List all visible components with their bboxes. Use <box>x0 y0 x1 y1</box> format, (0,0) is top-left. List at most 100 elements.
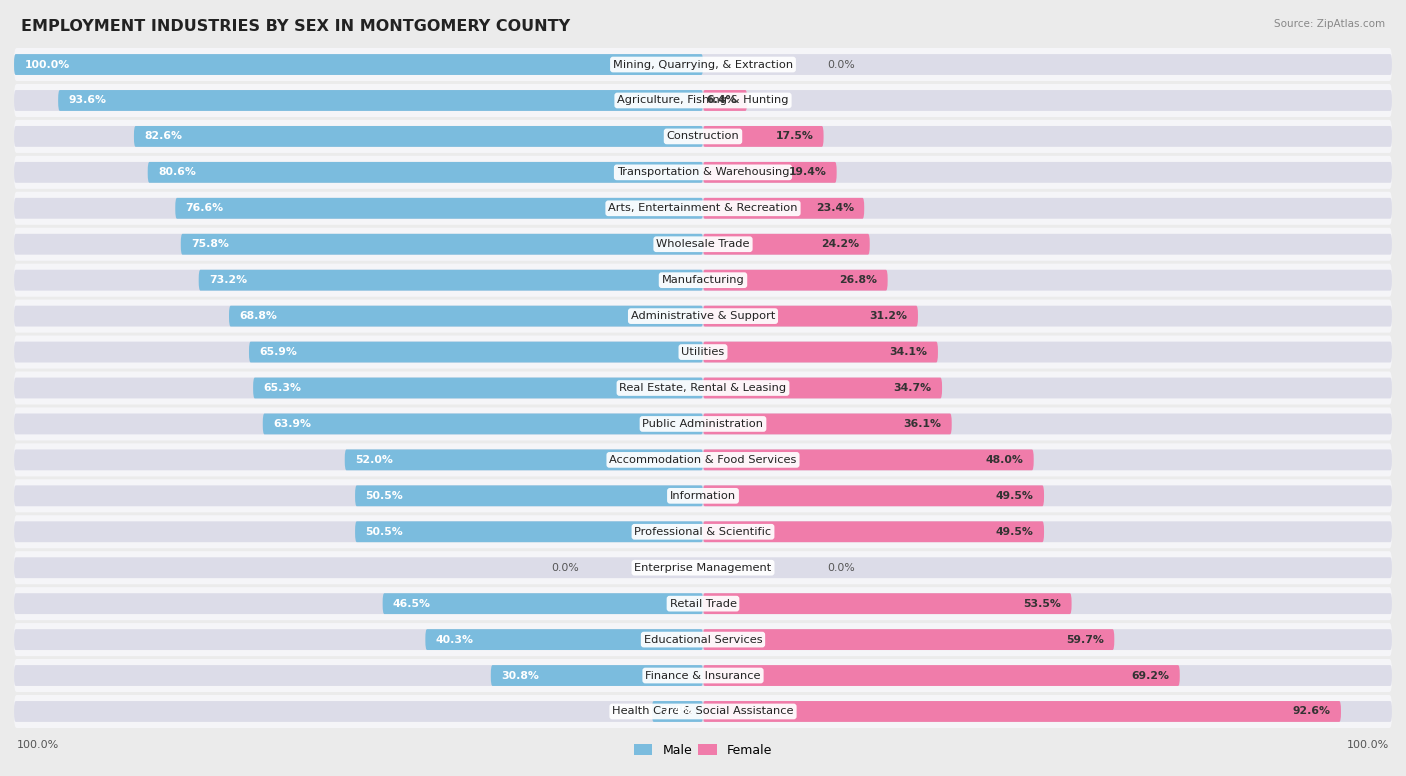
FancyBboxPatch shape <box>356 486 703 506</box>
Text: Enterprise Management: Enterprise Management <box>634 563 772 573</box>
Text: 31.2%: 31.2% <box>870 311 908 321</box>
FancyBboxPatch shape <box>14 623 1392 656</box>
FancyBboxPatch shape <box>382 593 703 614</box>
Text: Information: Information <box>669 491 737 501</box>
Text: 24.2%: 24.2% <box>821 239 859 249</box>
Text: Source: ZipAtlas.com: Source: ZipAtlas.com <box>1274 19 1385 29</box>
FancyBboxPatch shape <box>14 192 1392 225</box>
FancyBboxPatch shape <box>14 378 1392 398</box>
Text: 46.5%: 46.5% <box>392 598 432 608</box>
FancyBboxPatch shape <box>14 443 1392 476</box>
Text: Administrative & Support: Administrative & Support <box>631 311 775 321</box>
FancyBboxPatch shape <box>229 306 703 327</box>
Text: Real Estate, Rental & Leasing: Real Estate, Rental & Leasing <box>620 383 786 393</box>
Text: 19.4%: 19.4% <box>789 168 827 178</box>
Text: 53.5%: 53.5% <box>1024 598 1062 608</box>
FancyBboxPatch shape <box>14 54 1392 75</box>
Text: 92.6%: 92.6% <box>1292 706 1330 716</box>
FancyBboxPatch shape <box>14 515 1392 549</box>
FancyBboxPatch shape <box>703 126 824 147</box>
Text: 100.0%: 100.0% <box>24 60 70 70</box>
FancyBboxPatch shape <box>14 264 1392 296</box>
Text: 6.4%: 6.4% <box>706 95 737 106</box>
FancyBboxPatch shape <box>14 695 1392 728</box>
Text: 26.8%: 26.8% <box>839 275 877 285</box>
Text: Agriculture, Fishing & Hunting: Agriculture, Fishing & Hunting <box>617 95 789 106</box>
FancyBboxPatch shape <box>14 156 1392 189</box>
FancyBboxPatch shape <box>181 234 703 255</box>
Text: 50.5%: 50.5% <box>366 527 404 537</box>
Text: 68.8%: 68.8% <box>239 311 277 321</box>
Text: Retail Trade: Retail Trade <box>669 598 737 608</box>
FancyBboxPatch shape <box>14 270 1392 290</box>
FancyBboxPatch shape <box>14 300 1392 333</box>
FancyBboxPatch shape <box>14 234 1392 255</box>
Text: Mining, Quarrying, & Extraction: Mining, Quarrying, & Extraction <box>613 60 793 70</box>
FancyBboxPatch shape <box>14 701 1392 722</box>
FancyBboxPatch shape <box>652 701 703 722</box>
FancyBboxPatch shape <box>14 486 1392 506</box>
FancyBboxPatch shape <box>14 414 1392 435</box>
FancyBboxPatch shape <box>344 449 703 470</box>
Text: 23.4%: 23.4% <box>815 203 853 213</box>
Text: 17.5%: 17.5% <box>775 131 813 141</box>
Text: 49.5%: 49.5% <box>995 527 1033 537</box>
Text: 0.0%: 0.0% <box>551 563 579 573</box>
FancyBboxPatch shape <box>703 90 747 111</box>
FancyBboxPatch shape <box>14 665 1392 686</box>
Legend: Male, Female: Male, Female <box>628 739 778 762</box>
Text: 100.0%: 100.0% <box>1347 740 1389 750</box>
Text: 7.4%: 7.4% <box>662 706 693 716</box>
FancyBboxPatch shape <box>14 227 1392 261</box>
FancyBboxPatch shape <box>14 557 1392 578</box>
FancyBboxPatch shape <box>176 198 703 219</box>
Text: 82.6%: 82.6% <box>145 131 183 141</box>
FancyBboxPatch shape <box>703 486 1045 506</box>
FancyBboxPatch shape <box>703 378 942 398</box>
Text: EMPLOYMENT INDUSTRIES BY SEX IN MONTGOMERY COUNTY: EMPLOYMENT INDUSTRIES BY SEX IN MONTGOME… <box>21 19 571 34</box>
FancyBboxPatch shape <box>703 270 887 290</box>
FancyBboxPatch shape <box>14 84 1392 117</box>
FancyBboxPatch shape <box>703 593 1071 614</box>
FancyBboxPatch shape <box>14 198 1392 219</box>
FancyBboxPatch shape <box>58 90 703 111</box>
FancyBboxPatch shape <box>14 551 1392 584</box>
FancyBboxPatch shape <box>263 414 703 435</box>
Text: Public Administration: Public Administration <box>643 419 763 429</box>
Text: 0.0%: 0.0% <box>827 563 855 573</box>
FancyBboxPatch shape <box>703 449 1033 470</box>
Text: 40.3%: 40.3% <box>436 635 474 645</box>
Text: Professional & Scientific: Professional & Scientific <box>634 527 772 537</box>
Text: Utilities: Utilities <box>682 347 724 357</box>
Text: Arts, Entertainment & Recreation: Arts, Entertainment & Recreation <box>609 203 797 213</box>
Text: 48.0%: 48.0% <box>986 455 1024 465</box>
FancyBboxPatch shape <box>356 521 703 542</box>
FancyBboxPatch shape <box>14 407 1392 441</box>
Text: Finance & Insurance: Finance & Insurance <box>645 670 761 681</box>
FancyBboxPatch shape <box>426 629 703 650</box>
Text: 52.0%: 52.0% <box>356 455 392 465</box>
Text: 34.7%: 34.7% <box>894 383 932 393</box>
Text: Wholesale Trade: Wholesale Trade <box>657 239 749 249</box>
FancyBboxPatch shape <box>703 414 952 435</box>
Text: 65.9%: 65.9% <box>259 347 297 357</box>
Text: Educational Services: Educational Services <box>644 635 762 645</box>
FancyBboxPatch shape <box>198 270 703 290</box>
FancyBboxPatch shape <box>703 234 870 255</box>
FancyBboxPatch shape <box>703 665 1180 686</box>
FancyBboxPatch shape <box>703 521 1045 542</box>
FancyBboxPatch shape <box>703 198 865 219</box>
Text: Accommodation & Food Services: Accommodation & Food Services <box>609 455 797 465</box>
FancyBboxPatch shape <box>14 54 703 75</box>
Text: 63.9%: 63.9% <box>273 419 311 429</box>
FancyBboxPatch shape <box>14 480 1392 512</box>
Text: Health Care & Social Assistance: Health Care & Social Assistance <box>612 706 794 716</box>
FancyBboxPatch shape <box>703 162 837 183</box>
Text: 49.5%: 49.5% <box>995 491 1033 501</box>
FancyBboxPatch shape <box>14 593 1392 614</box>
FancyBboxPatch shape <box>703 341 938 362</box>
Text: 100.0%: 100.0% <box>17 740 59 750</box>
FancyBboxPatch shape <box>14 306 1392 327</box>
FancyBboxPatch shape <box>703 306 918 327</box>
FancyBboxPatch shape <box>14 335 1392 369</box>
